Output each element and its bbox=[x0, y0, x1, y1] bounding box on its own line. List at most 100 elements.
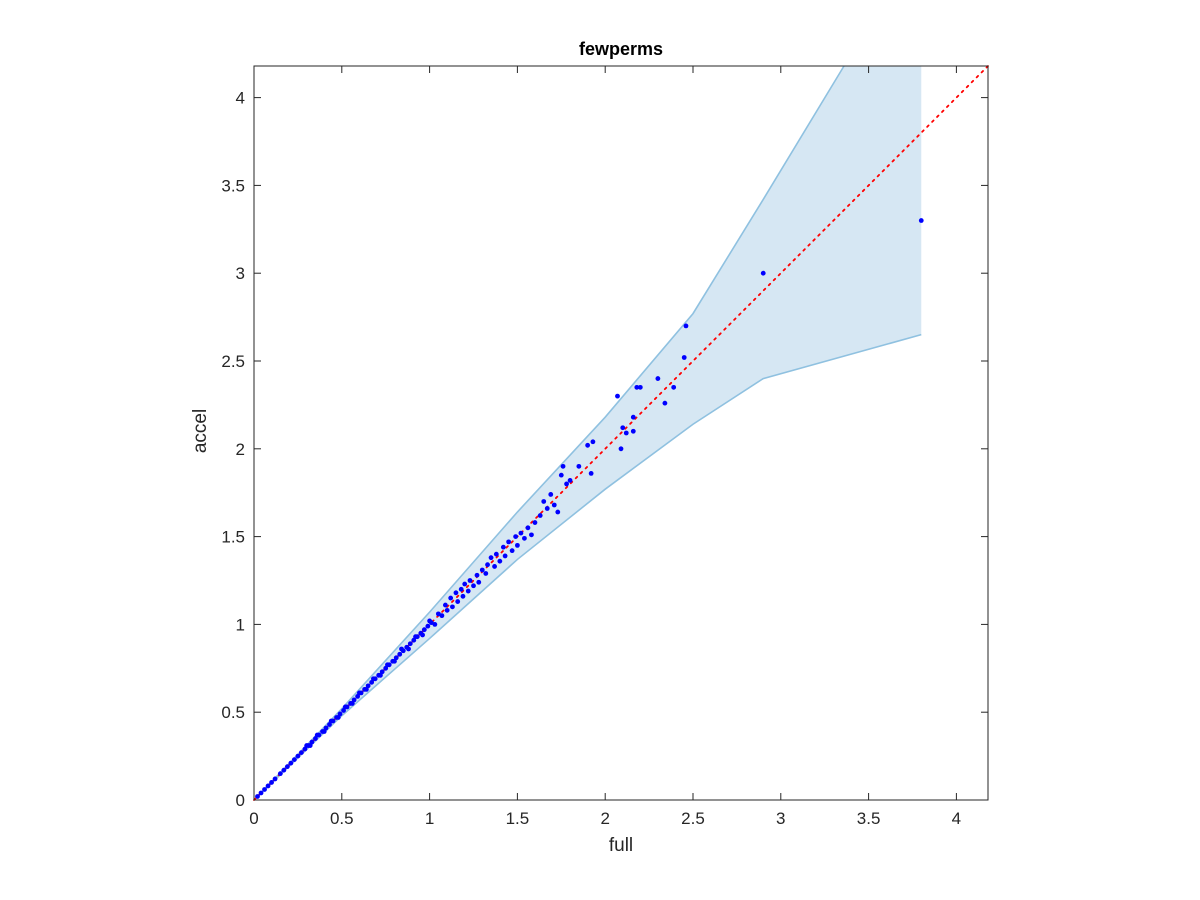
axis-ticks: 0 0.5 1 1.5 2 2.5 3 3.5 4 0 0.5 1 1.5 2 2.5 3 3.5 4 bbox=[221, 66, 988, 828]
data-point bbox=[397, 651, 403, 657]
reference-line-layer bbox=[253, 65, 989, 801]
data-point bbox=[671, 384, 677, 390]
data-point bbox=[548, 492, 554, 497]
data-point bbox=[634, 384, 640, 390]
data-point bbox=[448, 595, 454, 601]
data-point bbox=[564, 481, 569, 487]
data-point bbox=[321, 729, 327, 734]
data-point bbox=[474, 572, 480, 578]
data-point bbox=[385, 662, 390, 668]
y-tick-label: 2 bbox=[236, 440, 245, 459]
x-tick-label: 0 bbox=[249, 809, 258, 828]
data-point bbox=[485, 562, 490, 568]
y-tick-label: 0.5 bbox=[221, 703, 245, 722]
data-point bbox=[558, 472, 564, 478]
data-point bbox=[588, 470, 594, 476]
y-tick-label: 4 bbox=[236, 89, 245, 108]
data-point bbox=[255, 794, 260, 799]
data-point bbox=[760, 270, 766, 276]
data-point bbox=[488, 555, 494, 561]
x-tick-label: 4 bbox=[952, 809, 961, 828]
data-point bbox=[509, 548, 515, 554]
data-point bbox=[356, 690, 362, 696]
data-point bbox=[421, 627, 427, 633]
data-point bbox=[522, 535, 527, 541]
data-point bbox=[444, 607, 450, 613]
data-point bbox=[450, 604, 455, 610]
data-point bbox=[513, 534, 519, 540]
data-point bbox=[425, 623, 431, 629]
data-point bbox=[560, 463, 566, 469]
y-tick-label: 3 bbox=[236, 264, 245, 283]
data-point bbox=[335, 715, 341, 720]
data-point bbox=[532, 520, 538, 525]
reference-line bbox=[253, 65, 989, 801]
data-point bbox=[497, 558, 503, 564]
data-point bbox=[655, 376, 661, 381]
data-point bbox=[506, 539, 512, 545]
y-tick-label: 2.5 bbox=[221, 352, 245, 371]
data-point bbox=[378, 672, 383, 678]
data-point bbox=[269, 780, 274, 785]
data-point bbox=[630, 414, 636, 420]
data-point bbox=[455, 599, 461, 604]
data-point bbox=[288, 760, 294, 766]
band-lower-edge bbox=[253, 333, 922, 801]
data-point bbox=[427, 618, 432, 624]
data-point bbox=[467, 578, 473, 583]
data-point bbox=[363, 686, 369, 692]
data-point bbox=[514, 542, 520, 548]
data-point bbox=[500, 544, 506, 550]
data-point bbox=[307, 743, 313, 748]
data-point bbox=[479, 567, 485, 573]
data-point bbox=[471, 583, 476, 589]
data-point bbox=[462, 581, 468, 587]
y-axis-label: accel bbox=[190, 409, 211, 453]
data-point bbox=[458, 586, 464, 592]
data-points bbox=[255, 218, 924, 799]
band-fill bbox=[254, 66, 922, 800]
x-tick-label: 2.5 bbox=[681, 809, 705, 828]
data-point bbox=[262, 787, 267, 792]
data-point bbox=[544, 506, 550, 511]
data-point bbox=[576, 463, 582, 469]
data-point bbox=[537, 513, 543, 518]
data-point bbox=[299, 750, 304, 755]
data-point bbox=[443, 602, 448, 608]
data-point bbox=[295, 753, 301, 759]
x-tick-label: 2 bbox=[600, 809, 609, 828]
data-point bbox=[525, 525, 531, 531]
data-point bbox=[453, 590, 459, 596]
data-point bbox=[407, 641, 413, 647]
data-point bbox=[342, 704, 348, 710]
data-point bbox=[630, 428, 636, 434]
data-point bbox=[623, 430, 629, 436]
data-point bbox=[272, 776, 278, 782]
data-point bbox=[492, 564, 497, 569]
y-tick-label: 3.5 bbox=[221, 176, 245, 195]
x-tick-label: 1.5 bbox=[506, 809, 530, 828]
data-point bbox=[291, 757, 297, 763]
data-point bbox=[618, 446, 624, 452]
data-point bbox=[590, 439, 596, 445]
data-point bbox=[258, 790, 264, 796]
data-point bbox=[483, 571, 489, 576]
plot-area-frame bbox=[253, 65, 989, 801]
y-tick-label: 0 bbox=[236, 791, 245, 810]
data-point bbox=[371, 676, 376, 682]
data-point bbox=[662, 400, 668, 406]
data-point bbox=[541, 499, 547, 504]
data-point bbox=[637, 384, 643, 390]
x-tick-label: 1 bbox=[425, 809, 434, 828]
data-point bbox=[918, 218, 924, 223]
data-point bbox=[314, 732, 320, 738]
data-point bbox=[551, 502, 557, 508]
data-point bbox=[284, 764, 290, 770]
data-point bbox=[683, 323, 689, 329]
data-point bbox=[502, 553, 508, 559]
data-point bbox=[406, 646, 411, 652]
data-point bbox=[620, 425, 626, 431]
data-point bbox=[328, 718, 334, 724]
data-point bbox=[392, 658, 397, 664]
